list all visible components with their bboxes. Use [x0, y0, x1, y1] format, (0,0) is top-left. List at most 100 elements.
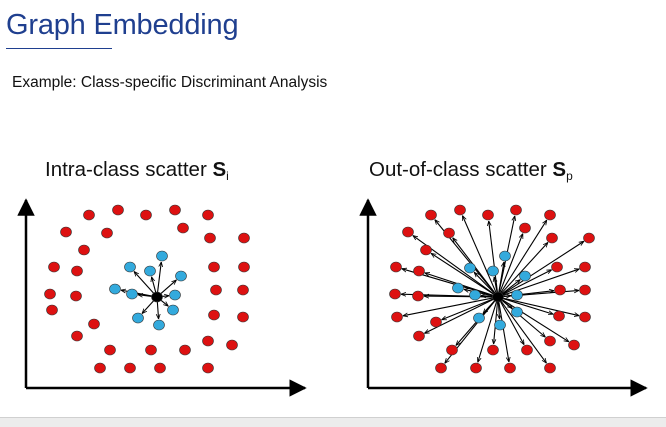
scatter-arrow: [442, 298, 494, 321]
class-point: [169, 289, 181, 301]
scatter-arrow: [489, 221, 498, 293]
other-class-point: [202, 335, 214, 347]
other-class-point: [413, 265, 425, 277]
other-class-point: [71, 265, 83, 277]
other-class-point: [546, 232, 558, 244]
class-point: [487, 265, 499, 277]
scatter-arrow: [499, 234, 524, 293]
panel-intra-class: [17, 198, 307, 397]
scatter-arrow: [502, 297, 553, 314]
class-center-point: [151, 291, 163, 303]
other-class-point: [579, 261, 591, 273]
scatter-arrow: [501, 241, 584, 295]
class-point: [473, 312, 485, 324]
panel-out-of-class: [359, 198, 648, 397]
other-class-point: [446, 344, 458, 356]
scatter-arrow: [157, 262, 162, 293]
scatter-arrow: [501, 299, 512, 308]
other-class-point: [238, 232, 250, 244]
class-point: [132, 312, 144, 324]
other-class-point: [169, 204, 181, 216]
other-class-point: [510, 204, 522, 216]
other-class-point: [140, 209, 152, 221]
panel-title-intra-class: Intra-class scatter Si: [45, 158, 229, 183]
other-class-point: [202, 362, 214, 374]
other-class-point: [154, 362, 166, 374]
scatter-arrow: [498, 301, 499, 319]
class-point: [124, 261, 136, 273]
other-class-point: [568, 339, 580, 351]
other-class-point: [482, 209, 494, 221]
scatter-arrow: [481, 296, 494, 297]
other-class-point: [112, 204, 124, 216]
scatter-arrow: [499, 301, 524, 344]
other-class-point: [83, 209, 95, 221]
other-class-point: [470, 362, 482, 374]
other-class-point: [430, 316, 442, 328]
other-class-point: [88, 318, 100, 330]
scatter-arrow: [160, 299, 168, 306]
other-class-point: [145, 344, 157, 356]
scatter-arrow: [474, 272, 495, 294]
other-class-point: [46, 304, 58, 316]
other-class-point: [390, 261, 402, 273]
other-class-point: [391, 311, 403, 323]
class-point: [109, 283, 121, 295]
scatter-arrow: [500, 220, 547, 294]
other-class-point: [413, 330, 425, 342]
other-class-point: [583, 232, 595, 244]
other-class-point: [487, 344, 499, 356]
other-class-point: [544, 362, 556, 374]
other-class-point: [389, 288, 401, 300]
other-class-point: [425, 209, 437, 221]
class-point: [464, 262, 476, 274]
scatter-arrow: [142, 300, 155, 314]
other-class-point: [179, 344, 191, 356]
scatter-arrow: [403, 297, 494, 316]
scatter-arrow: [431, 253, 495, 295]
scatter-arrow: [500, 300, 547, 363]
slide-subtitle: Example: Class-specific Discriminant Ana…: [12, 74, 328, 91]
slide-title: Graph Embedding: [6, 9, 239, 41]
class-point: [175, 270, 187, 282]
other-class-point: [579, 284, 591, 296]
scatter-arrow: [501, 299, 569, 342]
other-class-point: [226, 339, 238, 351]
scatter-arrow: [494, 277, 498, 293]
other-class-point: [48, 261, 60, 273]
other-class-point: [210, 284, 222, 296]
panel-title-out-of-class: Out-of-class scatter Sp: [369, 158, 573, 183]
other-class-point: [70, 290, 82, 302]
other-class-point: [521, 344, 533, 356]
other-class-point: [204, 232, 216, 244]
other-class-point: [544, 209, 556, 221]
class-point: [126, 288, 138, 300]
other-class-point: [94, 362, 106, 374]
other-class-point: [443, 227, 455, 239]
scatter-arrow: [152, 277, 157, 293]
class-point: [144, 265, 156, 277]
scatter-arrow: [498, 301, 509, 362]
scatter-arrow: [161, 296, 169, 297]
other-class-point: [237, 311, 249, 323]
scatter-arrow: [160, 280, 177, 295]
other-class-point: [208, 309, 220, 321]
other-class-point: [60, 226, 72, 238]
other-class-point: [202, 209, 214, 221]
other-class-point: [454, 204, 466, 216]
other-class-point: [519, 222, 531, 234]
other-class-point: [412, 290, 424, 302]
other-class-point: [402, 226, 414, 238]
other-class-point: [78, 244, 90, 256]
scatter-arrow: [502, 296, 511, 297]
other-class-point: [554, 284, 566, 296]
other-class-point: [237, 284, 249, 296]
other-class-point: [101, 227, 113, 239]
other-class-point: [551, 261, 563, 273]
class-point: [499, 250, 511, 262]
other-class-point: [544, 335, 556, 347]
other-class-point: [435, 362, 447, 374]
scatter-arrow: [478, 301, 498, 362]
class-point: [494, 319, 506, 331]
